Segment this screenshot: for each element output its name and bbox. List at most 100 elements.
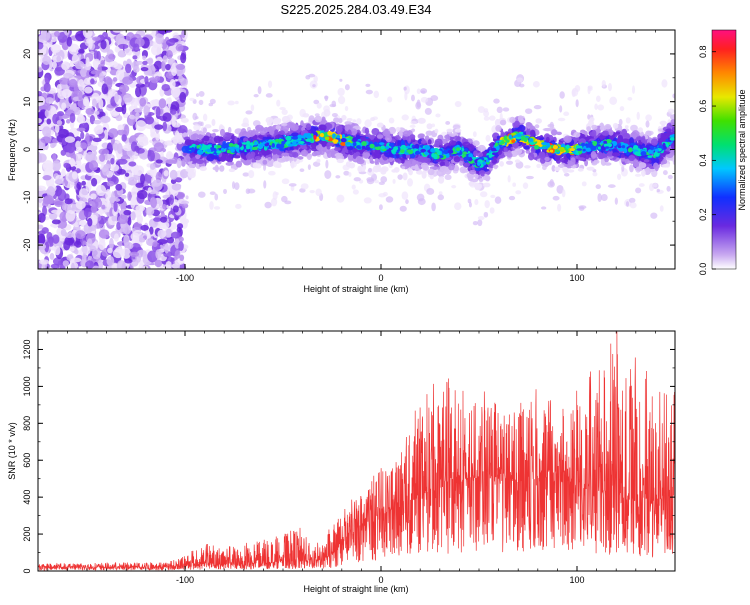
heatmap-cell — [614, 197, 618, 205]
heatmap-cell — [187, 171, 196, 179]
heatmap-cell — [223, 188, 228, 194]
heatmap-cell — [181, 203, 189, 209]
heatmap-cell — [38, 185, 46, 192]
heatmap-cell — [426, 188, 435, 195]
heatmap-cell — [38, 230, 46, 235]
heatmap-cell — [392, 178, 396, 184]
heatmap-cell — [592, 171, 598, 177]
heatmap-cell — [127, 216, 132, 226]
heatmap-cell — [107, 247, 113, 254]
heatmap-cell — [106, 180, 115, 187]
heatmap-cell — [132, 168, 139, 176]
heatmap-cell — [490, 194, 496, 199]
heatmap-cell — [49, 253, 55, 260]
heatmap-cell — [416, 170, 423, 175]
heatmap-cell — [189, 97, 195, 102]
heatmap-cell — [63, 72, 73, 79]
heatmap-cell — [554, 166, 561, 172]
heatmap-cell — [104, 95, 110, 101]
heatmap-cell — [473, 150, 478, 157]
heatmap-cell — [90, 70, 101, 75]
heatmap-cell — [670, 142, 675, 150]
heatmap-cell — [477, 219, 483, 227]
heatmap-cell — [81, 253, 87, 264]
heatmap-cell — [203, 135, 210, 142]
heatmap-cell — [209, 191, 216, 196]
heatmap-cell — [517, 124, 526, 132]
heatmap-cell — [623, 147, 628, 154]
heatmap-cell — [345, 161, 351, 168]
heatmap-cell — [130, 242, 141, 253]
heatmap-cell — [307, 164, 311, 170]
heatmap-cell — [487, 156, 494, 161]
heatmap-cell — [494, 196, 502, 204]
heatmap-cell — [607, 184, 616, 188]
heatmap-cell — [75, 140, 81, 150]
heatmap-cell — [468, 181, 475, 186]
heatmap-cell — [91, 177, 98, 187]
heatmap-cell — [379, 142, 385, 146]
heatmap-cell — [638, 183, 645, 187]
heatmap-cell — [331, 112, 338, 118]
heatmap-cell — [484, 200, 490, 209]
heatmap-cell — [435, 113, 441, 118]
heatmap-cell — [468, 201, 472, 208]
heatmap-cell — [570, 157, 576, 166]
heatmap-cell — [287, 143, 294, 147]
heatmap-cell — [216, 145, 222, 149]
heatmap-cell — [474, 182, 480, 189]
heatmap-cell — [393, 167, 400, 173]
heatmap-cell — [69, 112, 76, 123]
heatmap-cell — [581, 181, 587, 187]
heatmap-cell — [557, 117, 566, 122]
heatmap-cell — [225, 156, 232, 162]
heatmap-cell — [190, 134, 197, 140]
heatmap-cell — [533, 104, 542, 110]
heatmap-cell — [544, 156, 550, 162]
heatmap-cell — [577, 157, 586, 161]
heatmap-cell — [325, 159, 329, 169]
heatmap-cell — [416, 193, 425, 202]
heatmap-cell — [447, 163, 455, 171]
heatmap-cell — [235, 203, 242, 209]
heatmap-cell — [409, 124, 416, 128]
heatmap-cell — [121, 247, 131, 259]
heatmap-cell — [161, 83, 171, 92]
heatmap-cell — [672, 160, 675, 165]
heatmap-cell — [176, 223, 184, 230]
heatmap-cell — [650, 212, 658, 219]
heatmap-cell — [121, 134, 127, 142]
heatmap-cell — [169, 169, 178, 180]
heatmap-cell — [61, 88, 72, 98]
heatmap-cell — [438, 191, 443, 196]
heatmap-cell — [357, 165, 363, 173]
heatmap-cell — [624, 125, 629, 129]
heatmap-cell — [300, 183, 309, 190]
heatmap-cell — [165, 159, 177, 164]
heatmap-cell — [417, 117, 426, 124]
heatmap-cell — [282, 156, 291, 162]
heatmap-cell — [284, 200, 292, 205]
heatmap-cell — [144, 116, 154, 125]
heatmap-cell — [90, 205, 98, 214]
heatmap-cell — [98, 229, 110, 239]
heatmap-cell — [653, 162, 659, 170]
heatmap-cell — [80, 142, 88, 149]
heatmap-cell — [130, 197, 136, 209]
heatmap-cell — [560, 157, 569, 163]
heatmap-cell — [346, 146, 354, 151]
heatmap-cell — [265, 93, 273, 98]
heatmap-cell — [185, 195, 189, 200]
heatmap-cell — [402, 172, 408, 181]
heatmap-cell — [123, 234, 130, 246]
heatmap-cell — [123, 209, 132, 216]
heatmap-cell — [605, 138, 612, 144]
heatmap-cell — [54, 179, 63, 185]
heatmap-cell — [516, 77, 523, 83]
heatmap-cell — [159, 88, 165, 97]
heatmap-cell — [227, 100, 235, 106]
heatmap-cell — [202, 127, 207, 134]
heatmap-cell — [566, 169, 575, 173]
